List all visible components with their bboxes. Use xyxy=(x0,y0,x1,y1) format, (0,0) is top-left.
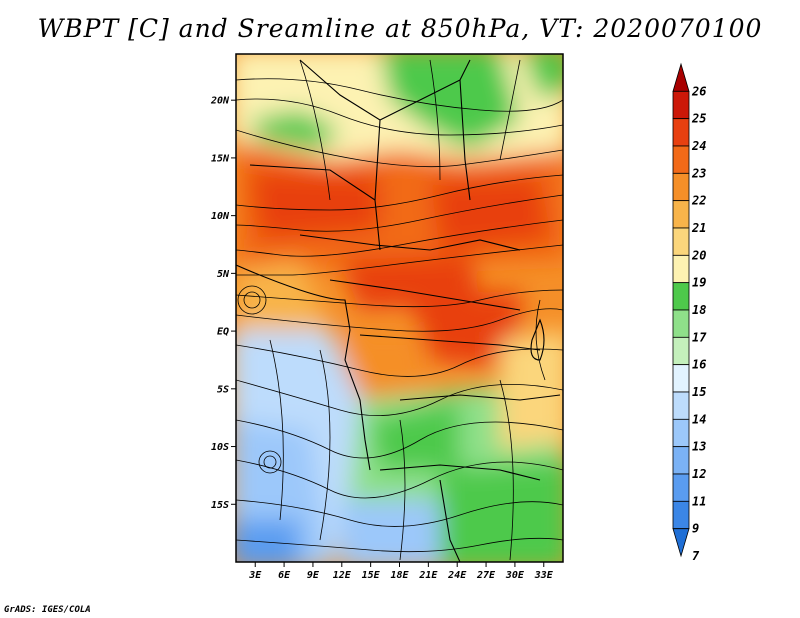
lon-tick-label: 21E xyxy=(418,570,438,581)
lat-tick-label: EQ xyxy=(217,327,229,338)
chart-title: WBPT [C] and Sreamline at 850hPa, VT: 20… xyxy=(37,14,763,43)
streamlines xyxy=(236,59,563,561)
wbpt-shading xyxy=(236,54,563,562)
lon-tick-label: 12E xyxy=(333,570,352,581)
colorbar-box xyxy=(672,282,690,311)
colorbar-box xyxy=(672,446,690,475)
colorbar-box xyxy=(672,172,690,202)
colorbar-label: 17 xyxy=(692,330,707,344)
colorbar-label: 13 xyxy=(692,440,706,454)
colorbar-box xyxy=(672,145,690,174)
lat-tick-label: 5S xyxy=(217,384,229,395)
lon-tick-label: 24E xyxy=(447,570,467,581)
colorbar-label: 24 xyxy=(691,139,706,153)
colorbar-box xyxy=(672,500,690,530)
lon-tick-label: 6E xyxy=(278,570,291,581)
lat-tick-label: 10N xyxy=(211,211,230,222)
colorbar-label: 21 xyxy=(691,221,706,235)
colorbar-label: 11 xyxy=(692,494,706,508)
lat-tick-label: 15N xyxy=(211,153,230,164)
colorbar-bottom-triangle xyxy=(672,528,690,558)
lat-tick-label: 10S xyxy=(211,442,229,453)
colorbar-box xyxy=(672,309,690,338)
colorbar-label: 15 xyxy=(692,385,706,399)
colorbar-label: 25 xyxy=(691,112,706,126)
grads-credit: GrADS: IGES/COLA xyxy=(4,605,91,615)
colorbar-box xyxy=(672,200,690,229)
lon-tick-label: 18E xyxy=(390,570,409,581)
colorbar-label: 20 xyxy=(691,248,706,262)
lon-tick-label: 27E xyxy=(476,570,496,581)
lon-tick-label: 15E xyxy=(362,570,381,581)
colorbar-label: 19 xyxy=(692,276,706,290)
lat-tick-label: 5N xyxy=(217,269,230,280)
lon-tick-label: 30E xyxy=(505,570,525,581)
colorbar-box xyxy=(672,254,690,284)
colorbar-label: 16 xyxy=(692,358,706,372)
colorbar-box xyxy=(672,391,690,420)
colorbar-box xyxy=(672,418,690,448)
lat-tick-label: 20N xyxy=(210,96,230,107)
colorbar-label: 12 xyxy=(692,467,706,481)
colorbar-box xyxy=(672,118,690,147)
colorbar-label: 26 xyxy=(691,84,706,98)
colorbar-box xyxy=(672,90,690,120)
colorbar-top-triangle xyxy=(672,62,690,92)
colorbar-box xyxy=(672,336,690,366)
colorbar-label: 14 xyxy=(692,412,706,426)
lon-tick-label: 33E xyxy=(534,570,554,581)
colorbar-label: 9 xyxy=(692,522,699,536)
lon-tick-label: 3E xyxy=(248,570,262,581)
longitude-axis: 3E 6E 9E 12E 15E 18E 21E 24E 27E 30E 33E xyxy=(248,562,554,581)
country-boundaries xyxy=(236,59,561,562)
colorbar-box xyxy=(672,227,690,256)
colorbar: 26 25 24 23 22 21 20 19 18 17 16 15 14 13 12 11 9 7 xyxy=(672,62,707,563)
colorbar-label: 22 xyxy=(691,194,706,208)
colorbar-label: 18 xyxy=(692,303,706,317)
lat-tick-label: 15S xyxy=(211,500,229,511)
colorbar-box xyxy=(672,473,690,502)
latitude-axis: 20N 15N 10N 5N EQ 5S 10S 15S xyxy=(210,96,236,511)
colorbar-label: 7 xyxy=(692,549,700,563)
lon-tick-label: 9E xyxy=(307,570,320,581)
colorbar-box xyxy=(672,364,690,393)
colorbar-label: 23 xyxy=(691,166,706,180)
